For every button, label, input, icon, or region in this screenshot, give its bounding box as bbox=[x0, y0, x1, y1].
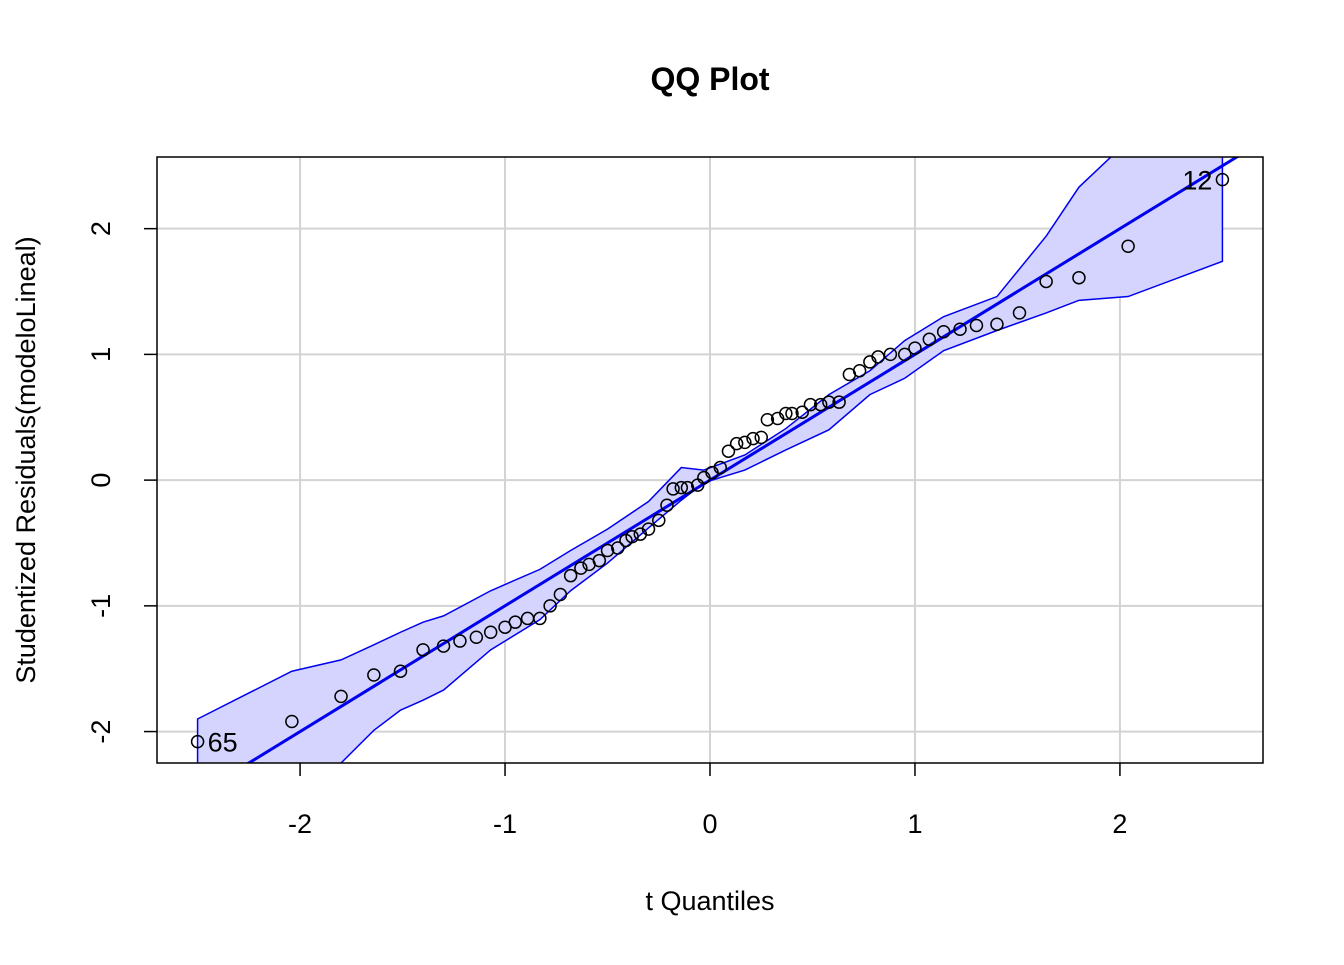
point bbox=[852, 363, 867, 378]
point bbox=[908, 341, 922, 355]
point bbox=[795, 405, 809, 419]
x-axis-label: t Quantiles bbox=[645, 886, 774, 916]
point bbox=[822, 395, 836, 409]
point bbox=[953, 322, 967, 336]
point bbox=[785, 406, 799, 421]
point bbox=[803, 397, 818, 412]
point bbox=[754, 430, 768, 445]
point bbox=[969, 318, 984, 333]
point bbox=[779, 406, 793, 421]
y-axis-label: Studentized Residuals(modeloLineal) bbox=[11, 236, 41, 683]
point bbox=[285, 714, 299, 729]
point bbox=[543, 599, 557, 613]
point bbox=[883, 347, 898, 362]
point bbox=[1121, 239, 1135, 254]
point bbox=[1039, 274, 1053, 289]
point bbox=[469, 630, 484, 645]
point bbox=[553, 587, 568, 602]
point bbox=[600, 543, 615, 558]
point bbox=[453, 634, 467, 648]
point-label: 65 bbox=[208, 728, 238, 758]
point bbox=[660, 498, 674, 513]
point bbox=[416, 643, 430, 657]
point bbox=[508, 615, 523, 629]
point bbox=[563, 568, 578, 583]
point bbox=[592, 553, 607, 568]
point bbox=[738, 435, 752, 450]
point bbox=[1072, 270, 1086, 285]
point bbox=[813, 397, 828, 412]
point bbox=[936, 325, 951, 339]
point bbox=[641, 522, 656, 536]
point bbox=[680, 480, 695, 495]
x-tick-label: -1 bbox=[493, 809, 517, 839]
point bbox=[436, 639, 451, 653]
point bbox=[190, 734, 205, 749]
point bbox=[713, 460, 727, 475]
point bbox=[611, 541, 625, 555]
point bbox=[334, 689, 348, 704]
point bbox=[729, 436, 744, 451]
point bbox=[721, 444, 736, 458]
point bbox=[666, 482, 680, 496]
confidence-band bbox=[196, 157, 1224, 763]
point bbox=[922, 332, 937, 347]
point bbox=[897, 347, 912, 362]
point bbox=[760, 413, 775, 427]
y-tick-label: 1 bbox=[86, 347, 116, 362]
x-tick-label: 1 bbox=[907, 809, 922, 839]
plot-frame bbox=[156, 156, 1264, 764]
x-tick-label: 0 bbox=[702, 809, 717, 839]
point bbox=[533, 611, 547, 626]
point bbox=[990, 317, 1004, 331]
point bbox=[674, 480, 689, 495]
point bbox=[1012, 306, 1027, 320]
point bbox=[574, 561, 588, 575]
point bbox=[1215, 172, 1230, 187]
x-tick-label: 2 bbox=[1112, 809, 1127, 839]
point bbox=[832, 395, 846, 409]
y-tick-label: -1 bbox=[86, 594, 116, 618]
y-tick-label: -2 bbox=[86, 720, 116, 744]
point bbox=[871, 350, 885, 364]
point bbox=[746, 431, 760, 446]
point bbox=[483, 625, 498, 639]
point bbox=[652, 513, 666, 528]
point bbox=[625, 529, 639, 544]
point bbox=[367, 668, 381, 682]
y-tick-label: 0 bbox=[86, 473, 116, 488]
chart-title: QQ Plot bbox=[650, 61, 769, 97]
point-label: 12 bbox=[1182, 166, 1212, 196]
point bbox=[393, 664, 408, 678]
y-tick-label: 2 bbox=[86, 221, 116, 236]
x-tick-label: -2 bbox=[288, 809, 312, 839]
